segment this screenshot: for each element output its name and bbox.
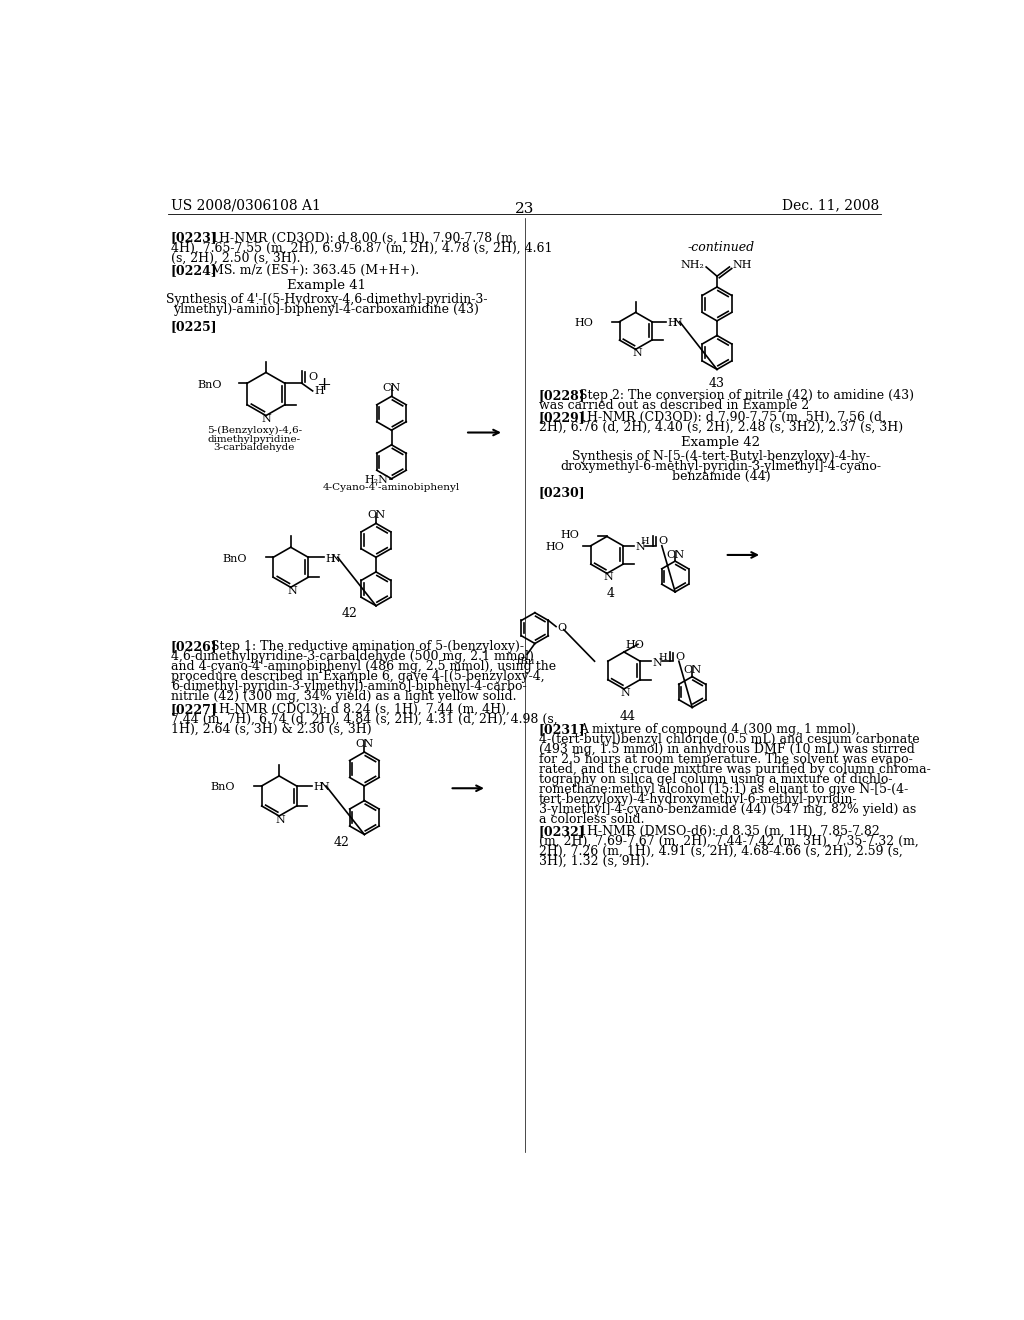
Text: N: N	[621, 688, 631, 698]
Text: [0228]: [0228]	[539, 388, 586, 401]
Text: 2H), 6.76 (d, 2H), 4.40 (s, 2H), 2.48 (s, 3H2), 2.37 (s, 3H): 2H), 6.76 (d, 2H), 4.40 (s, 2H), 2.48 (s…	[539, 421, 903, 434]
Text: O: O	[558, 623, 566, 634]
Text: Dec. 11, 2008: Dec. 11, 2008	[781, 198, 879, 213]
Text: Synthesis of N-[5-(4-tert-Butyl-benzyloxy)-4-hy-: Synthesis of N-[5-(4-tert-Butyl-benzylox…	[571, 450, 870, 463]
Text: O: O	[658, 536, 668, 546]
Text: a colorless solid.: a colorless solid.	[539, 813, 644, 826]
Text: procedure described in Example 6, gave 4-[(5-benzyloxy-4,: procedure described in Example 6, gave 4…	[171, 671, 544, 684]
Text: N: N	[262, 414, 271, 425]
Text: 4H), 7.65-7.55 (m, 2H), 6.97-6.87 (m, 2H), 4.78 (s, 2H), 4.61: 4H), 7.65-7.55 (m, 2H), 6.97-6.87 (m, 2H…	[171, 242, 552, 255]
Text: A mixture of compound 4 (300 mg, 1 mmol),: A mixture of compound 4 (300 mg, 1 mmol)…	[579, 723, 860, 735]
Text: H: H	[668, 318, 677, 329]
Text: HO: HO	[574, 318, 593, 329]
Text: N: N	[632, 348, 642, 358]
Text: HO: HO	[626, 640, 644, 651]
Text: 1H-NMR (CD3OD): d 7.90-7.75 (m, 5H), 7.56 (d,: 1H-NMR (CD3OD): d 7.90-7.75 (m, 5H), 7.5…	[579, 411, 886, 424]
Text: 42: 42	[334, 836, 350, 849]
Text: -continued: -continued	[687, 240, 755, 253]
Text: MS. m/z (ES+): 363.45 (M+H+).: MS. m/z (ES+): 363.45 (M+H+).	[211, 264, 419, 277]
Text: 44: 44	[620, 710, 636, 723]
Text: BnO: BnO	[198, 380, 222, 389]
Text: H: H	[641, 537, 649, 546]
Text: O: O	[308, 372, 317, 381]
Text: [0224]: [0224]	[171, 264, 217, 277]
Text: (493 mg, 1.5 mmol) in anhydrous DMF (10 mL) was stirred: (493 mg, 1.5 mmol) in anhydrous DMF (10 …	[539, 743, 914, 756]
Text: tert-benzyloxy)-4-hydroxymethyl-6-methyl-pyridin-: tert-benzyloxy)-4-hydroxymethyl-6-methyl…	[539, 793, 857, 807]
Text: dimethylpyridine-: dimethylpyridine-	[208, 434, 301, 444]
Text: [0225]: [0225]	[171, 321, 217, 333]
Text: H: H	[314, 385, 324, 396]
Text: (m, 2H), 7.69-7.67 (m, 2H), 7.44-7.42 (m, 3H), 7.35-7.32 (m,: (m, 2H), 7.69-7.67 (m, 2H), 7.44-7.42 (m…	[539, 836, 919, 849]
Text: US 2008/0306108 A1: US 2008/0306108 A1	[171, 198, 321, 213]
Text: [0230]: [0230]	[539, 486, 586, 499]
Text: O: O	[676, 652, 685, 661]
Text: N: N	[275, 814, 286, 825]
Text: 1H), 2.64 (s, 3H) & 2.30 (s, 3H): 1H), 2.64 (s, 3H) & 2.30 (s, 3H)	[171, 723, 372, 735]
Text: Step 1: The reductive amination of 5-(benzyloxy)-: Step 1: The reductive amination of 5-(be…	[211, 640, 524, 653]
Text: 7.44 (m, 7H), 6.74 (d, 2H), 4.84 (s, 2H), 4.31 (d, 2H), 4.98 (s,: 7.44 (m, 7H), 6.74 (d, 2H), 4.84 (s, 2H)…	[171, 713, 557, 726]
Text: romethane:methyl alcohol (15:1) as eluant to give N-[5-(4-: romethane:methyl alcohol (15:1) as eluan…	[539, 783, 908, 796]
Text: [0232]: [0232]	[539, 825, 586, 838]
Text: 5-(Benzyloxy)-4,6-: 5-(Benzyloxy)-4,6-	[207, 426, 302, 436]
Text: H₂N: H₂N	[365, 475, 388, 486]
Text: 4: 4	[607, 587, 614, 601]
Text: 4-(tert-butyl)benzyl chloride (0.5 mL) and cesium carbonate: 4-(tert-butyl)benzyl chloride (0.5 mL) a…	[539, 733, 920, 746]
Text: N: N	[636, 543, 645, 552]
Text: benzamide (44): benzamide (44)	[672, 470, 770, 483]
Text: N: N	[331, 554, 340, 564]
Text: Example 42: Example 42	[681, 437, 761, 449]
Text: NH: NH	[732, 260, 752, 271]
Text: 43: 43	[709, 378, 725, 391]
Text: CN: CN	[367, 511, 385, 520]
Text: 3-ylmethyl]-4-cyano-benzamide (44) (547 mg, 82% yield) as: 3-ylmethyl]-4-cyano-benzamide (44) (547 …	[539, 803, 916, 816]
Text: H: H	[326, 554, 335, 564]
Text: HO: HO	[546, 543, 564, 552]
Text: NH₂: NH₂	[681, 260, 705, 271]
Text: tography on silica gel column using a mixture of dichlo-: tography on silica gel column using a mi…	[539, 774, 892, 785]
Text: and 4-cyano-4'-aminobiphenyl (486 mg, 2.5 mmol), using the: and 4-cyano-4'-aminobiphenyl (486 mg, 2.…	[171, 660, 556, 673]
Text: CN: CN	[382, 383, 400, 393]
Text: [0229]: [0229]	[539, 411, 586, 424]
Text: rated, and the crude mixture was purified by column chroma-: rated, and the crude mixture was purifie…	[539, 763, 931, 776]
Text: CN: CN	[683, 665, 701, 675]
Text: (s, 2H), 2.50 (s, 3H).: (s, 2H), 2.50 (s, 3H).	[171, 252, 300, 264]
Text: +: +	[316, 376, 332, 393]
Text: HO: HO	[560, 529, 579, 540]
Text: Step 2: The conversion of nitrile (42) to amidine (43): Step 2: The conversion of nitrile (42) t…	[579, 388, 914, 401]
Text: Example 41: Example 41	[287, 280, 366, 292]
Text: 6-dimethyl-pyridin-3-ylmethyl)-amino]-biphenyl-4-carbo-: 6-dimethyl-pyridin-3-ylmethyl)-amino]-bi…	[171, 681, 526, 693]
Text: droxymethyl-6-methyl-pyridin-3-ylmethyl]-4-cyano-: droxymethyl-6-methyl-pyridin-3-ylmethyl]…	[560, 461, 882, 474]
Text: [0223]: [0223]	[171, 231, 217, 244]
Text: 23: 23	[515, 202, 535, 216]
Text: tBu: tBu	[516, 657, 535, 667]
Text: [0227]: [0227]	[171, 702, 217, 715]
Text: ylmethyl)-amino]-biphenyl-4-carboxamidine (43): ylmethyl)-amino]-biphenyl-4-carboxamidin…	[173, 304, 479, 317]
Text: 1H-NMR (CDCl3): d 8.24 (s, 1H), 7.44 (m, 4H),: 1H-NMR (CDCl3): d 8.24 (s, 1H), 7.44 (m,…	[211, 702, 510, 715]
Text: 2H), 7.26 (m, 1H), 4.91 (s, 2H), 4.68-4.66 (s, 2H), 2.59 (s,: 2H), 7.26 (m, 1H), 4.91 (s, 2H), 4.68-4.…	[539, 845, 902, 858]
Text: N: N	[652, 657, 663, 668]
Text: 1H-NMR (CD3OD): d 8.00 (s, 1H), 7.90-7.78 (m,: 1H-NMR (CD3OD): d 8.00 (s, 1H), 7.90-7.7…	[211, 231, 517, 244]
Text: N: N	[288, 586, 297, 597]
Text: BnO: BnO	[222, 554, 247, 564]
Text: Synthesis of 4'-[(5-Hydroxy-4,6-dimethyl-pyridin-3-: Synthesis of 4'-[(5-Hydroxy-4,6-dimethyl…	[166, 293, 487, 306]
Text: 3H), 1.32 (s, 9H).: 3H), 1.32 (s, 9H).	[539, 855, 649, 869]
Text: N: N	[603, 573, 613, 582]
Text: BnO: BnO	[211, 783, 236, 792]
Text: 1H-NMR (DMSO-d6): d 8.35 (m, 1H), 7.85-7.82: 1H-NMR (DMSO-d6): d 8.35 (m, 1H), 7.85-7…	[579, 825, 880, 838]
Text: CN: CN	[355, 739, 374, 748]
Text: CN: CN	[666, 549, 684, 560]
Text: N: N	[673, 318, 682, 329]
Text: 42: 42	[342, 607, 357, 620]
Text: N: N	[319, 783, 329, 792]
Text: [0226]: [0226]	[171, 640, 217, 653]
Text: was carried out as described in Example 2: was carried out as described in Example …	[539, 399, 809, 412]
Text: 4-Cyano-4'-aminobiphenyl: 4-Cyano-4'-aminobiphenyl	[323, 483, 460, 492]
Text: nitrile (42) (300 mg, 34% yield) as a light yellow solid.: nitrile (42) (300 mg, 34% yield) as a li…	[171, 690, 516, 704]
Text: for 2.5 hours at room temperature. The solvent was evapo-: for 2.5 hours at room temperature. The s…	[539, 752, 912, 766]
Text: 3-carbaldehyde: 3-carbaldehyde	[214, 444, 295, 453]
Text: [0231]: [0231]	[539, 723, 586, 735]
Text: 4,6-dimethylpyridine-3-carbaldehyde (500 mg, 2.1 mmol): 4,6-dimethylpyridine-3-carbaldehyde (500…	[171, 651, 534, 664]
Text: H: H	[313, 783, 324, 792]
Text: H: H	[658, 653, 667, 661]
